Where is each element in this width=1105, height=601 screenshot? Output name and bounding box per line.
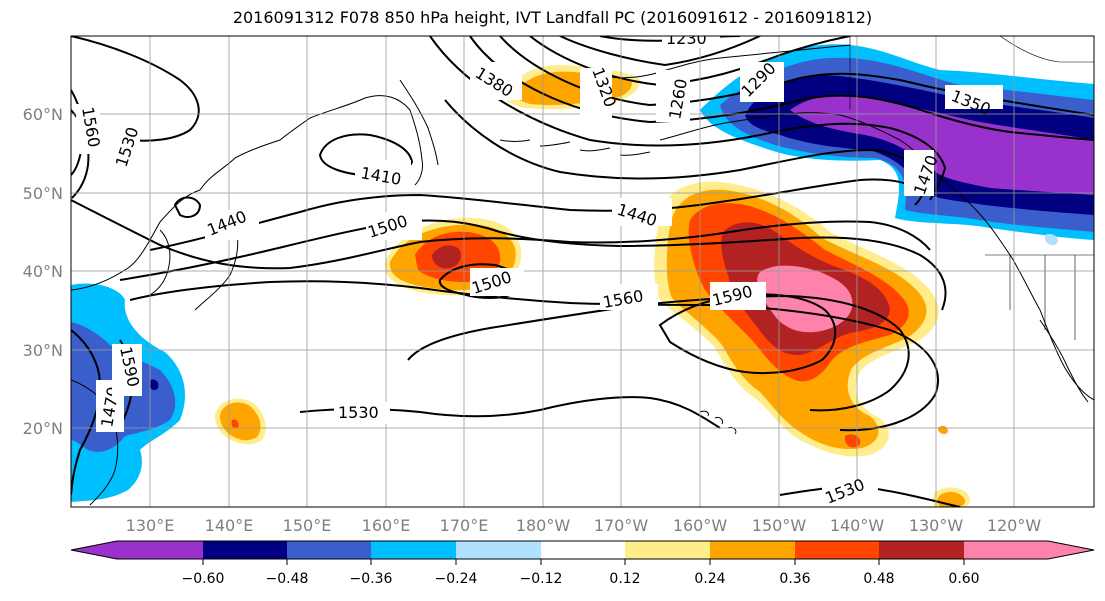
shade-orange-red-s1 <box>231 419 239 429</box>
contour-1470b <box>71 199 931 270</box>
lat-label-40n: 40°N <box>23 262 63 281</box>
contour-1530c <box>71 329 102 496</box>
latitude-labels: 60°N 50°N 40°N 30°N 20°N <box>23 105 63 438</box>
colorbar-tick-7: 0.36 <box>779 571 810 587</box>
lon-label-170w: 170°W <box>594 516 649 535</box>
contour-1290 <box>529 36 851 87</box>
contour-label-1530b: 1530 <box>338 403 379 422</box>
coast-asia <box>71 95 423 291</box>
lat-label-50n: 50°N <box>23 184 63 203</box>
contour-1560b <box>407 294 910 412</box>
lon-label-140e: 140°E <box>205 516 254 535</box>
colorbar-bin-7 <box>710 541 796 559</box>
shade-orange-red-e2 <box>845 434 861 448</box>
colorbar-bin-3 <box>371 541 457 559</box>
colorbar-bin-9 <box>879 541 965 559</box>
lon-label-160w: 160°W <box>673 516 728 535</box>
lon-label-170e: 170°E <box>440 516 489 535</box>
coast-china-south <box>71 379 119 506</box>
colorbar-tick-8: 0.48 <box>863 571 894 587</box>
map-frame <box>70 35 1095 508</box>
coast-korea <box>149 229 171 296</box>
longitude-labels: 130°E 140°E 150°E 160°E 170°E 180°W 170°… <box>126 516 1042 535</box>
lon-label-150e: 150°E <box>283 516 332 535</box>
colorbar-tick-1: −0.48 <box>266 571 309 587</box>
coast-na-west <box>934 171 1094 401</box>
colorbar-tick-5: 0.12 <box>609 571 640 587</box>
contour-1500 <box>119 219 947 311</box>
coast-aleutians <box>499 139 651 156</box>
contour-1380 <box>429 36 947 201</box>
colorbar-tick-0: −0.60 <box>182 571 225 587</box>
contour-label-1230: 1230 <box>666 29 707 48</box>
colorbar-bin-4 <box>456 541 542 559</box>
graticule <box>71 36 1094 507</box>
lon-label-160e: 160°E <box>362 516 411 535</box>
shade-light-blue-s4 <box>1045 233 1058 246</box>
lon-label-130e: 130°E <box>126 516 175 535</box>
shade-orange-s1 <box>220 402 261 441</box>
colorbar-outline <box>70 540 1095 560</box>
colorbar-bin-2 <box>287 541 372 559</box>
lon-label-140w: 140°W <box>830 516 885 535</box>
colorbar-tick-4: −0.12 <box>520 571 563 587</box>
colorbar-bin-10 <box>964 541 1094 559</box>
colorbar-tick-3: −0.24 <box>435 571 478 587</box>
coast-alaska-south <box>659 112 936 173</box>
coast-alaska <box>599 44 851 79</box>
lon-label-150w: 150°W <box>752 516 807 535</box>
lon-label-130w: 130°W <box>909 516 964 535</box>
shade-navy-w <box>150 379 159 391</box>
colorbar-bin-8 <box>795 541 880 559</box>
shade-firebrick-c <box>432 245 461 269</box>
contour-1410 <box>318 133 414 178</box>
colorbar-bin-6 <box>625 541 711 559</box>
map-title: 2016091312 F078 850 hPa height, IVT Land… <box>232 8 873 27</box>
contour-1440 <box>173 196 202 218</box>
shade-purple-ne <box>790 95 1094 195</box>
colorbar: −0.60 −0.48 −0.36 −0.24 −0.12 0.12 0.24 … <box>70 540 1095 587</box>
colorbar-bin-1 <box>203 541 288 559</box>
lon-label-120w: 120°W <box>987 516 1042 535</box>
contour-1440b <box>149 178 921 251</box>
coast-kamchatka <box>399 79 439 166</box>
colorbar-tick-9: 0.60 <box>948 571 979 587</box>
colorbar-tick-6: 0.24 <box>694 571 725 587</box>
lat-label-60n: 60°N <box>23 105 63 124</box>
contour-1470 <box>71 36 200 142</box>
lat-label-30n: 30°N <box>23 341 63 360</box>
lat-label-20n: 20°N <box>23 419 63 438</box>
lon-label-180w: 180°W <box>516 516 571 535</box>
contour-1260 <box>559 36 761 67</box>
colorbar-tick-2: −0.36 <box>350 571 393 587</box>
colorbar-bin-5 <box>541 541 626 559</box>
coast-baja <box>1039 319 1089 403</box>
colorbar-bin-0 <box>71 541 203 559</box>
